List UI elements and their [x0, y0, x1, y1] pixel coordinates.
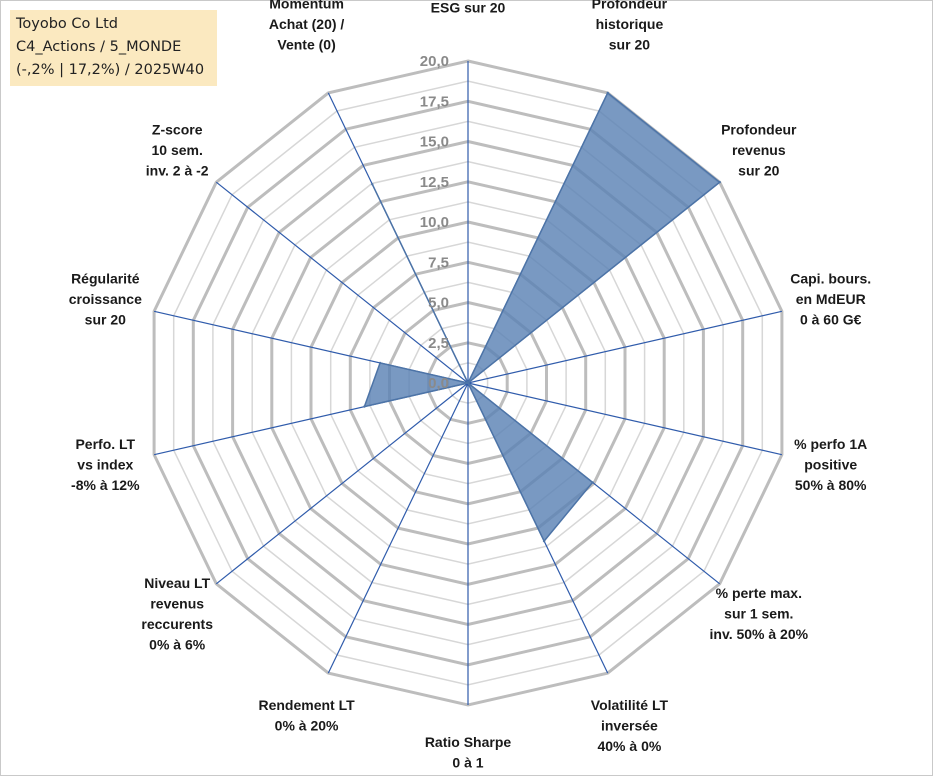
axis-label: Rendement LT 0% à 20%	[258, 697, 355, 734]
axis-spoke	[215, 181, 469, 384]
axis-label: % perfo 1A positive 50% à 80%	[794, 436, 867, 493]
axis-label-line: 0 à 60 G€	[800, 312, 862, 328]
axis-label-line: 0 à 1	[452, 755, 483, 771]
r-tick-label: 20,0	[420, 53, 449, 70]
axis-label: Z-score 10 sem. inv. 2 à -2	[146, 121, 209, 178]
axis-label-line: Capi. bours.	[790, 271, 871, 287]
axis-label: Capi. bours. en MdEUR 0 à 60 G€	[790, 271, 871, 328]
axis-label-line: reccurents	[141, 616, 213, 632]
axis-label: Niveau LT revenus reccurents 0% à 6%	[141, 575, 213, 653]
axis-spoke	[467, 310, 783, 384]
axis-label-line: Niveau LT	[144, 575, 210, 591]
axis-spoke	[215, 382, 469, 585]
axis-label-line: sur 1 sem.	[724, 606, 793, 622]
axis-label-line: Régularité	[71, 271, 140, 287]
chart-title-portfolio: C4_Actions / 5_MONDE	[16, 39, 182, 55]
axis-label-line: croissance	[69, 291, 142, 307]
series-area	[363, 91, 721, 543]
series-area-polygon	[363, 91, 721, 543]
axis-label-line: Ratio Sharpe	[425, 734, 512, 750]
data-point	[718, 181, 721, 184]
axis-label-line: historique	[596, 16, 664, 32]
r-tick-label: 12,5	[420, 174, 449, 191]
axis-label: Profondeur revenus sur 20	[721, 121, 797, 178]
axis-label-line: % perte max.	[716, 585, 802, 601]
axis-label-line: 10 sem.	[152, 142, 203, 158]
axis-labels: NoteESG sur 20 Profondeur historique sur 20…	[69, 0, 871, 771]
axis-label-line: sur 20	[738, 162, 779, 178]
r-tick-label: 2,5	[428, 335, 449, 352]
chart-title-company: Toyobo Co Ltd	[16, 16, 118, 32]
axis-label: Volatilité LT inversée 40% à 0%	[591, 697, 669, 754]
axis-label-line: inversée	[601, 718, 658, 734]
axis-label-line: vs index	[77, 457, 133, 473]
axis-label-line: revenus	[732, 142, 786, 158]
axis-label-line: Rendement LT	[258, 697, 355, 713]
axis-label-line: Achat (20) /	[269, 16, 345, 32]
axis-label-line: 0% à 6%	[149, 636, 206, 652]
r-tick-label: 0,0	[428, 375, 449, 392]
data-point	[606, 91, 609, 95]
data-point	[542, 539, 546, 543]
axis-label: Momentum Achat (20) / Vente (0)	[269, 0, 345, 52]
axis-label: Perfo. LT vs index -8% à 12%	[71, 436, 140, 493]
axis-label-line: inv. 2 à -2	[146, 162, 209, 178]
axis-label: Régularité croissance sur 20	[69, 271, 142, 328]
chart-title-stats: (-,2% | 17,2%) / 2025W40	[16, 62, 205, 78]
axis-label-line: 40% à 0%	[597, 738, 661, 754]
r-tick-label: 15,0	[420, 134, 449, 151]
axis-label-line: sur 20	[609, 36, 650, 52]
axis-label-line: Profondeur	[592, 0, 668, 11]
axis-label-line: Volatilité LT	[591, 697, 669, 713]
axis-label-line: Vente (0)	[277, 36, 335, 52]
axis-label: NoteESG sur 20	[431, 0, 506, 16]
axis-label-line: en MdEUR	[796, 291, 866, 307]
axis-label: % perte max. sur 1 sem. inv. 50% à 20%	[710, 585, 809, 642]
axis-label-line: revenus	[150, 595, 204, 611]
data-point	[378, 361, 382, 365]
r-tick-label: 7,5	[428, 254, 449, 271]
axis-label-line: % perfo 1A	[794, 436, 867, 452]
r-tick-label: 10,0	[420, 214, 449, 231]
axis-label: Profondeur historique sur 20	[592, 0, 668, 52]
axis-label-line: Momentum	[269, 0, 344, 11]
axis-label-line: ESG sur 20	[431, 0, 506, 16]
data-point	[363, 405, 366, 408]
axis-spoke	[327, 382, 469, 674]
radial-tick-labels: 0,0 2,5 5,0 7,5 10,0 12,5 15,0 17,5 20,0	[420, 53, 449, 392]
axis-label-line: sur 20	[85, 312, 126, 328]
axis-spoke	[467, 382, 783, 456]
chart-title-box: Toyobo Co Ltd C4_Actions / 5_MONDE (-,2%…	[10, 10, 217, 86]
axis-label-line: Z-score	[152, 121, 203, 137]
axis-label-line: inv. 50% à 20%	[710, 626, 809, 642]
axis-label-line: Perfo. LT	[75, 436, 135, 452]
data-point	[371, 183, 374, 186]
axis-label: Ratio Sharpe 0 à 1	[425, 734, 512, 771]
axis-label-line: positive	[804, 457, 857, 473]
r-tick-label: 5,0	[428, 295, 449, 312]
axis-label-line: 50% à 80%	[795, 477, 867, 493]
axis-label-line: -8% à 12%	[71, 477, 140, 493]
data-point	[466, 381, 470, 385]
axis-label-line: Profondeur	[721, 121, 797, 137]
axis-label-line: 0% à 20%	[275, 718, 339, 734]
data-point	[591, 481, 594, 484]
r-tick-label: 17,5	[420, 93, 449, 110]
